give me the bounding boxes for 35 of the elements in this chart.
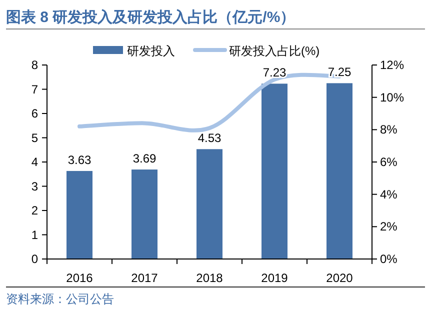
data-label: 4.53	[198, 131, 222, 146]
x-tick-label: 2019	[261, 271, 288, 285]
bar	[262, 84, 288, 259]
y-tick-label: 8	[31, 58, 38, 72]
data-label: 7.25	[328, 65, 352, 80]
y2-tick-label: 0%	[380, 252, 398, 266]
y-tick-label: 4	[31, 155, 38, 169]
y-tick-label: 3	[31, 179, 38, 194]
x-tick-label: 2016	[66, 271, 94, 285]
bar	[196, 149, 222, 259]
x-tick-label: 2018	[196, 271, 224, 285]
x-tick-label: 2017	[131, 271, 158, 285]
y-tick-label: 2	[31, 204, 38, 218]
y-tick-label: 5	[31, 130, 38, 145]
chart-title: 图表 8 研发投入及研发投入占比（亿元/%）	[6, 9, 296, 26]
text: 资料来源：公司公告	[6, 292, 114, 306]
y-tick-label: 7	[31, 82, 38, 96]
data-label: 7.23	[262, 66, 286, 80]
y2-tick-label: 2%	[380, 220, 398, 234]
y2-tick-label: 4%	[380, 187, 398, 202]
legend-label: 研发投入	[127, 44, 175, 58]
y2-tick-label: 8%	[380, 122, 398, 137]
x-tick-label: 2020	[326, 271, 354, 285]
y-tick-label: 6	[31, 106, 38, 120]
y2-tick-label: 6%	[380, 155, 398, 169]
y2-tick-label: 12%	[380, 58, 404, 72]
y2-tick-label: 10%	[380, 90, 404, 104]
bar	[66, 170, 92, 259]
data-label: 3.63	[68, 152, 92, 167]
data-label: 3.69	[132, 152, 156, 166]
y-tick-label: 1	[31, 228, 38, 242]
y-tick-label: 0	[31, 252, 38, 266]
bar	[132, 170, 158, 259]
bar	[326, 83, 352, 259]
legend-label: 研发投入占比(%)	[229, 44, 320, 58]
